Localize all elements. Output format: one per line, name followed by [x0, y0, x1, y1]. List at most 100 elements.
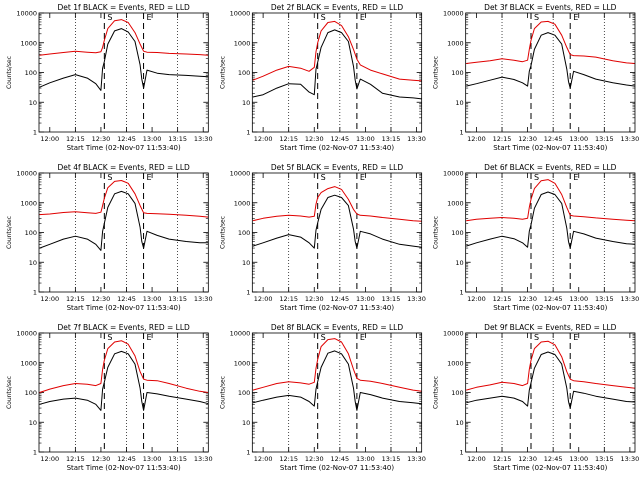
- marker-e-label: E: [147, 333, 152, 342]
- marker-e-label: E: [147, 173, 152, 182]
- x-tick-label: 12:15: [66, 295, 85, 303]
- plot-frame: [251, 172, 423, 293]
- x-tick-label: 13:15: [168, 135, 187, 143]
- y-axis-label: Counts/sec: [433, 56, 440, 89]
- x-tick-label: 13:15: [595, 135, 614, 143]
- y-tick-label: 10000: [230, 10, 251, 18]
- y-tick-label: 10: [455, 419, 463, 427]
- x-tick-label: 12:45: [544, 295, 563, 303]
- y-tick-label: 1000: [20, 39, 37, 47]
- marker-s-label: S: [321, 173, 326, 182]
- x-tick-label: 12:15: [493, 135, 512, 143]
- marker-e-label: E: [573, 333, 578, 342]
- y-tick-label: 1: [33, 129, 37, 137]
- x-tick-label: 12:15: [493, 455, 512, 463]
- x-axis-label: Start Time (02-Nov-07 11:53:40): [280, 144, 394, 152]
- panel-title: Det 5f BLACK = Events, RED = LLD: [271, 163, 404, 172]
- y-axis-label: Counts/sec: [6, 216, 13, 249]
- x-tick-label: 13:00: [569, 455, 588, 463]
- y-tick-label: 1: [246, 449, 250, 457]
- x-tick-label: 12:00: [467, 455, 486, 463]
- x-tick-label: 12:15: [66, 455, 85, 463]
- panel-title: Det 1f BLACK = Events, RED = LLD: [58, 3, 191, 12]
- x-tick-label: 12:00: [40, 135, 59, 143]
- y-tick-label: 100: [25, 389, 37, 397]
- marker-e-label: E: [360, 173, 365, 182]
- x-tick-label: 13:30: [194, 455, 213, 463]
- y-axis-label: Counts/sec: [433, 376, 440, 409]
- y-tick-label: 10000: [16, 170, 37, 178]
- x-tick-label: 13:15: [382, 455, 401, 463]
- x-tick-label: 13:15: [595, 455, 614, 463]
- marker-s-label: S: [534, 173, 539, 182]
- y-tick-label: 10: [242, 259, 250, 267]
- panel-title: Det 7f BLACK = Events, RED = LLD: [58, 323, 191, 332]
- series-events-line: [466, 191, 636, 249]
- series-events-line: [466, 32, 636, 89]
- marker-s-label: S: [107, 173, 112, 182]
- marker-s-label: S: [534, 333, 539, 342]
- y-tick-label: 10: [242, 99, 250, 107]
- x-tick-label: 12:00: [467, 295, 486, 303]
- marker-s-label: S: [321, 333, 326, 342]
- x-tick-label: 12:45: [117, 135, 136, 143]
- x-tick-label: 13:30: [194, 295, 213, 303]
- x-tick-label: 13:00: [356, 135, 375, 143]
- panel-title: Det 3f BLACK = Events, RED = LLD: [484, 3, 617, 12]
- y-axis-label: Counts/sec: [6, 376, 13, 409]
- series-events-line: [252, 350, 422, 411]
- series-lld-line: [466, 179, 636, 222]
- y-axis-label: Counts/sec: [219, 56, 226, 89]
- x-tick-label: 12:00: [254, 295, 273, 303]
- x-tick-label: 13:00: [143, 295, 162, 303]
- series-lld-line: [39, 19, 209, 56]
- marker-s-label: S: [321, 13, 326, 22]
- x-tick-label: 12:00: [254, 455, 273, 463]
- x-axis-label: Start Time (02-Nov-07 11:53:40): [67, 464, 181, 472]
- x-tick-label: 13:15: [168, 295, 187, 303]
- series-lld-line: [252, 338, 422, 392]
- series-lld-line: [39, 340, 209, 393]
- series-lld-line: [39, 180, 209, 218]
- x-tick-label: 12:30: [92, 295, 111, 303]
- x-tick-label: 13:15: [168, 455, 187, 463]
- x-tick-label: 13:30: [621, 455, 640, 463]
- x-tick-label: 13:30: [407, 295, 426, 303]
- x-tick-label: 12:15: [66, 135, 85, 143]
- y-tick-label: 1: [460, 289, 464, 297]
- plot-frame: [465, 332, 636, 453]
- plot-frame: [38, 172, 209, 293]
- x-tick-label: 13:00: [569, 295, 588, 303]
- y-tick-label: 1000: [234, 199, 251, 207]
- y-tick-label: 10000: [16, 10, 37, 18]
- plot-frame: [251, 12, 423, 133]
- marker-s-label: S: [107, 333, 112, 342]
- x-tick-label: 12:45: [117, 295, 136, 303]
- y-tick-label: 10: [455, 259, 463, 267]
- series-lld-line: [466, 20, 636, 64]
- panel-title: Det 9f BLACK = Events, RED = LLD: [484, 323, 617, 332]
- panel-title: Det 4f BLACK = Events, RED = LLD: [58, 163, 191, 172]
- x-axis-label: Start Time (02-Nov-07 11:53:40): [493, 304, 607, 312]
- y-tick-label: 1000: [20, 359, 37, 367]
- x-tick-label: 12:30: [92, 455, 111, 463]
- marker-e-label: E: [147, 13, 152, 22]
- x-tick-label: 12:30: [305, 135, 324, 143]
- y-tick-label: 10: [242, 419, 250, 427]
- x-tick-label: 12:30: [305, 295, 324, 303]
- series-events-line: [39, 190, 209, 251]
- y-axis-label: Counts/sec: [6, 56, 13, 89]
- plot-frame: [251, 332, 423, 453]
- x-tick-label: 13:30: [407, 135, 426, 143]
- x-tick-label: 12:00: [467, 135, 486, 143]
- marker-e-label: E: [360, 333, 365, 342]
- y-tick-label: 100: [238, 389, 250, 397]
- y-tick-label: 100: [451, 229, 463, 237]
- y-tick-label: 1: [460, 449, 464, 457]
